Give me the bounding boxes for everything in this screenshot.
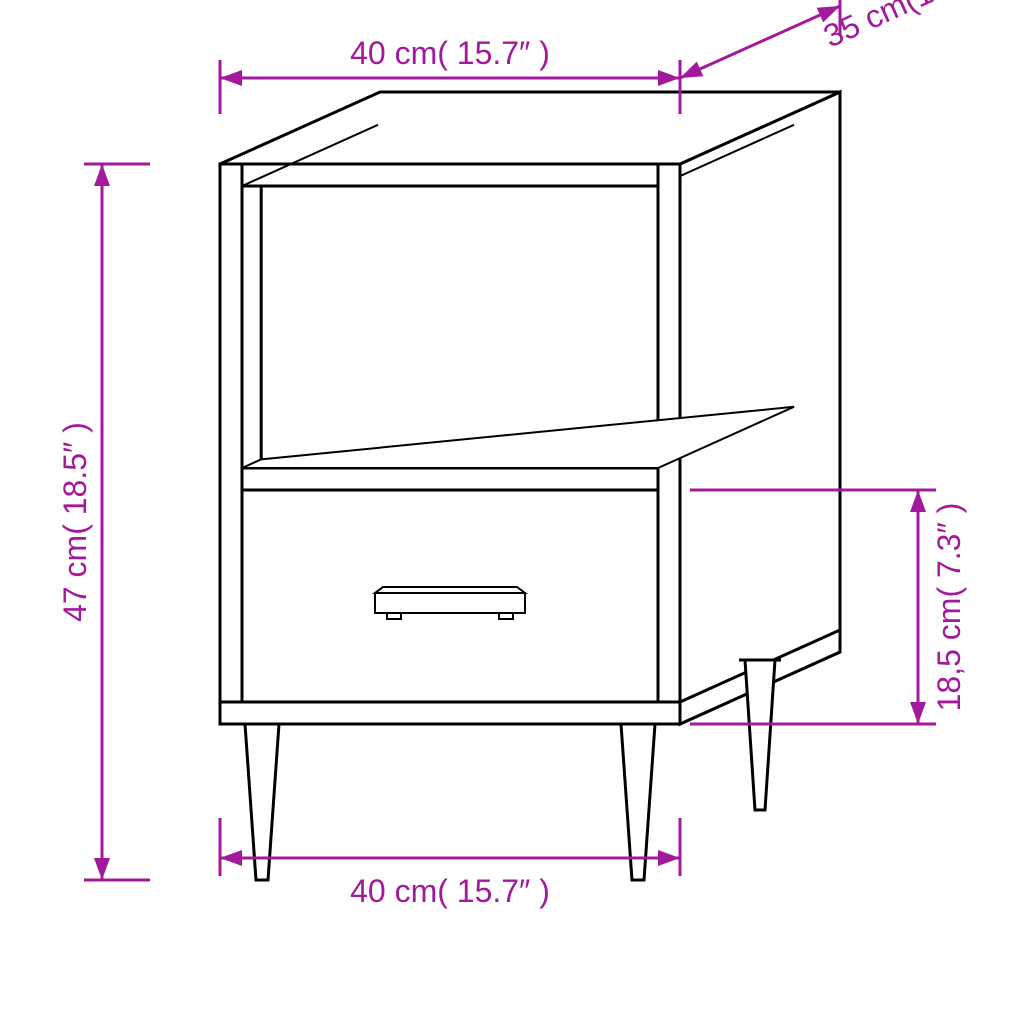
- shelf-front-edge: [242, 468, 658, 490]
- dim-label-left-height: 47 cm( 18.5″ ): [57, 422, 93, 622]
- side-panel-left-front: [220, 164, 242, 724]
- arrowhead: [94, 164, 110, 186]
- arrowhead: [658, 70, 680, 86]
- arrowhead: [910, 490, 926, 512]
- arrowhead: [910, 702, 926, 724]
- arrowhead: [680, 62, 703, 78]
- handle-bar: [375, 593, 525, 613]
- arrowhead: [220, 850, 242, 866]
- bottom-panel-front: [220, 702, 680, 724]
- dim-label-top-depth: 35 cm(13.8″ ): [818, 0, 1007, 54]
- dim-label-top-width: 40 cm( 15.7″ ): [350, 35, 550, 71]
- top-panel-front-edge: [220, 164, 680, 186]
- leg-back-right: [745, 660, 775, 810]
- side-panel-right: [680, 92, 840, 724]
- arrowhead: [658, 850, 680, 866]
- arrowhead: [220, 70, 242, 86]
- arrowhead: [94, 858, 110, 880]
- dim-line-top-depth: [680, 6, 840, 78]
- nightstand-drawing: [220, 92, 840, 880]
- dim-label-right-drawer: 18,5 cm( 7.3″ ): [931, 503, 967, 712]
- dim-label-bottom-width: 40 cm( 15.7″ ): [350, 873, 550, 909]
